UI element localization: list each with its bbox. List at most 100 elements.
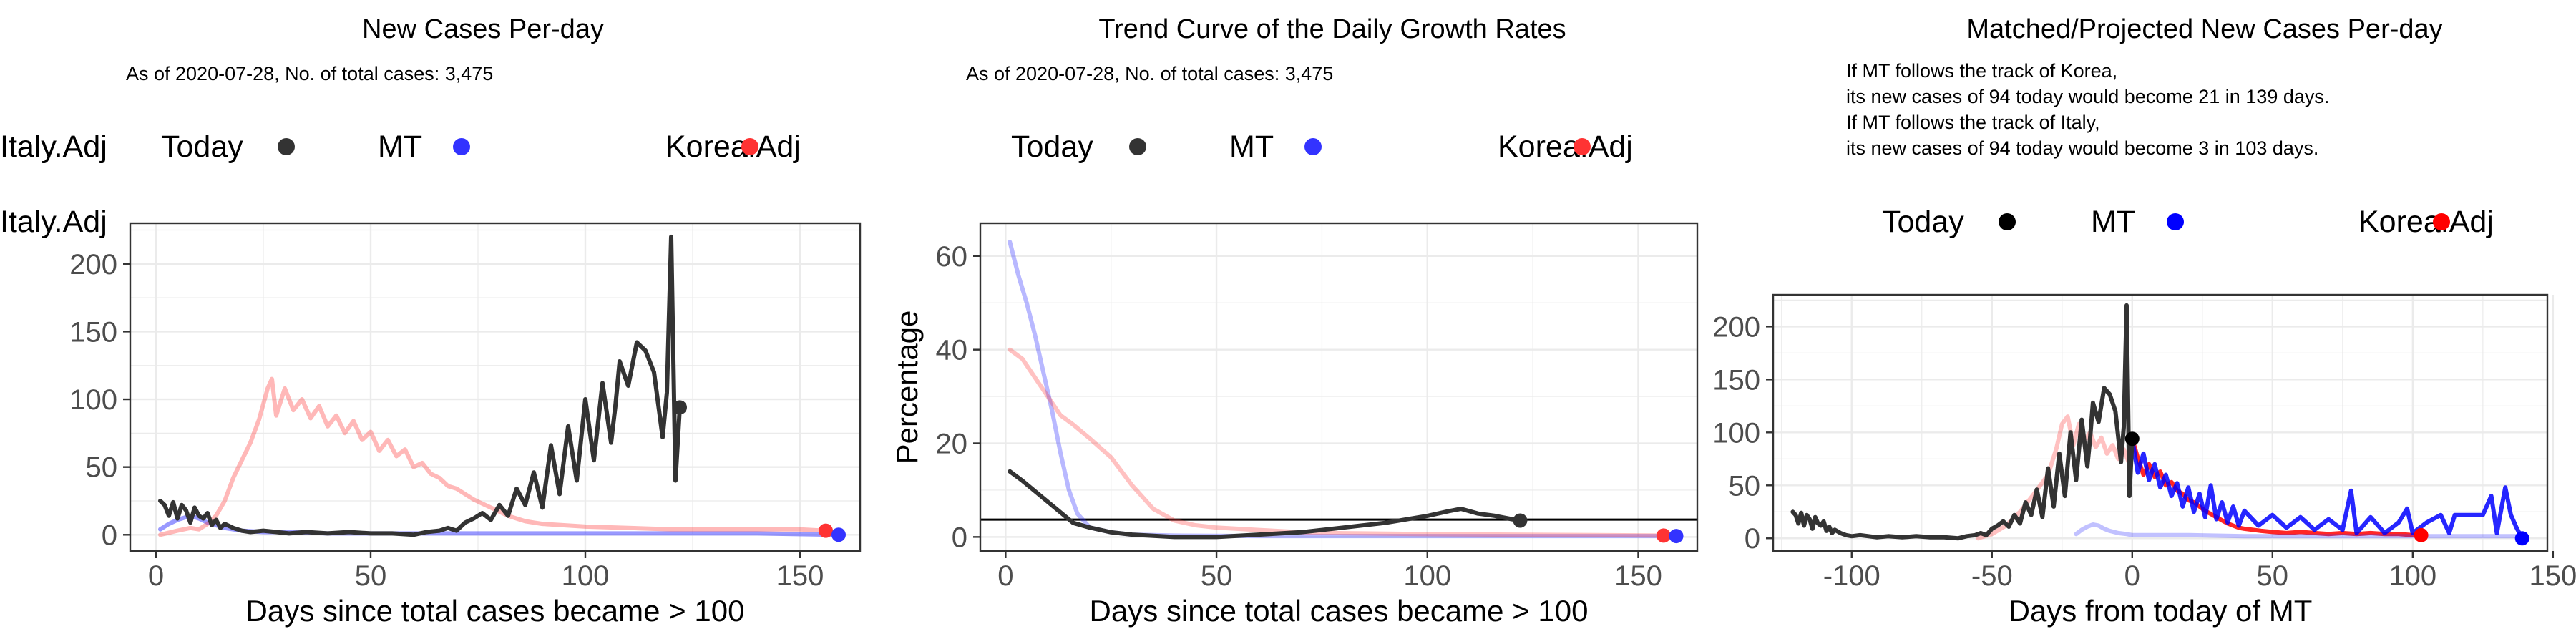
chart-title: Matched/Projected New Cases Per-day <box>1966 14 2442 44</box>
x-tick-label: 100 <box>562 560 610 592</box>
chart-annotation-1: If MT follows the track of Korea, <box>1846 60 2117 82</box>
x-tick-label: 0 <box>148 560 164 592</box>
today-point-Korea.Adj <box>1669 529 1684 544</box>
legend-label-Italy.Adj: Italy.Adj <box>0 130 107 164</box>
series-line-korea-adj-projected- <box>2129 436 2524 541</box>
chart-panel-1: New Cases Per-day As of 2020-07-28, No. o… <box>0 14 862 628</box>
today-point-Italy.Adj <box>819 523 833 538</box>
plot-border <box>1772 293 2549 552</box>
series-line-italy-adj <box>1008 347 1666 538</box>
legend-label-Korea.Adj: Korea.Adj <box>2358 205 2494 239</box>
y-tick-label: 20 <box>936 429 968 460</box>
series-line-italy-adj <box>158 376 828 537</box>
legend-key-MT <box>1999 213 2016 230</box>
legend-key-Italy.Adj <box>2433 213 2450 230</box>
x-tick-label: 150 <box>776 560 824 592</box>
legend-key-Italy.Adj <box>741 138 758 155</box>
legend-key-MT <box>278 138 295 155</box>
chart-annotation-4: its new cases of 94 today would become 3… <box>1846 137 2318 159</box>
today-point-Korea.Adj <box>831 527 846 542</box>
legend: Today MT Korea.Adj Italy.Adj <box>0 130 1633 164</box>
y-tick-label: 100 <box>1712 417 1760 449</box>
y-tick-label: 50 <box>86 452 118 484</box>
x-tick-label: 100 <box>1403 560 1451 592</box>
x-axis: -100 -50 0 50 100 150 <box>1823 551 2576 592</box>
x-tick-label: 0 <box>2124 560 2140 592</box>
y-tick-label: 40 <box>936 335 968 366</box>
x-tick-label: 0 <box>997 560 1013 592</box>
plot-area <box>980 223 1697 551</box>
y-tick-label: 100 <box>69 384 117 416</box>
legend-title: Today <box>1011 130 1093 164</box>
chart-annotation-2: its new cases of 94 today would become 2… <box>1846 86 2329 107</box>
today-point-Italy.Adj <box>2414 527 2429 542</box>
legend-label-MT: MT <box>1229 130 1274 164</box>
legend-label-Korea.Adj: Korea.Adj <box>665 130 801 164</box>
x-axis-title: Days from today of MT <box>2009 594 2313 628</box>
x-tick-label: -100 <box>1823 560 1880 592</box>
y-tick-label: 150 <box>69 316 117 348</box>
today-point-Korea.Adj <box>2514 531 2529 546</box>
legend-label-Italy.Adj: Italy.Adj <box>0 205 107 239</box>
legend-key-Italy.Adj <box>1574 138 1591 155</box>
y-tick-label: 200 <box>69 249 117 280</box>
legend-title: Today <box>161 130 243 164</box>
y-tick-label: 0 <box>1745 523 1760 555</box>
plot-border <box>979 222 1699 552</box>
series-layer <box>1790 303 2524 541</box>
today-point-Italy.Adj <box>1656 528 1671 543</box>
x-axis: 0 50 100 150 <box>997 551 1662 592</box>
today-point-MT <box>2124 431 2140 447</box>
y-tick-label: 50 <box>1729 470 1761 502</box>
x-tick-label: 150 <box>2529 560 2576 592</box>
today-point-MT <box>673 400 687 415</box>
x-tick-label: -50 <box>1971 560 2013 592</box>
chart-title: Trend Curve of the Daily Growth Rates <box>1098 14 1566 44</box>
legend-key-Korea.Adj <box>1304 138 1322 155</box>
grid <box>130 223 860 551</box>
legend-key-MT <box>1129 138 1146 155</box>
x-tick-label: 50 <box>1201 560 1233 592</box>
y-axis: 0 50 100 150 200 <box>1712 311 1773 555</box>
x-tick-label: 50 <box>355 560 387 592</box>
x-tick-label: 150 <box>1614 560 1662 592</box>
chart-subtitle: As of 2020-07-28, No. of total cases: 3,… <box>126 63 493 84</box>
x-tick-label: 50 <box>2257 560 2289 592</box>
legend-label-Italy.Adj: Italy.Adj <box>0 130 107 164</box>
chart-subtitle: As of 2020-07-28, No. of total cases: 3,… <box>966 63 1333 84</box>
legend: Today MT Korea.Adj Italy.Adj <box>0 130 801 164</box>
y-tick-label: 150 <box>1712 364 1760 396</box>
chart-annotation-3: If MT follows the track of Italy, <box>1846 112 2100 133</box>
series-line-mt <box>158 234 682 537</box>
plot-area <box>130 223 860 551</box>
legend-label-MT: MT <box>2091 205 2135 239</box>
chart-title: New Cases Per-day <box>362 14 604 44</box>
chart-panel-2: Trend Curve of the Daily Growth Rates As … <box>0 14 1699 628</box>
x-axis-title: Days since total cases became > 100 <box>246 594 745 628</box>
y-axis: 0 50 100 150 200 <box>69 249 130 551</box>
legend-label-Korea.Adj: Korea.Adj <box>1498 130 1633 164</box>
x-axis: 0 50 100 150 <box>148 551 824 592</box>
y-tick-label: 60 <box>936 241 968 273</box>
chart-panel-3: Matched/Projected New Cases Per-day If MT… <box>0 14 2576 628</box>
plot-area <box>1773 295 2547 551</box>
y-axis: 0 20 40 60 <box>936 241 980 553</box>
y-axis-title: Percentage <box>890 311 924 464</box>
series-layer <box>980 240 1697 540</box>
legend-key-Korea.Adj <box>2167 213 2184 230</box>
y-tick-label: 0 <box>102 519 117 551</box>
legend: Today MT Korea.Adj Italy.Adj <box>0 205 2494 239</box>
x-tick-label: 100 <box>2389 560 2436 592</box>
legend-label-MT: MT <box>378 130 422 164</box>
y-tick-label: 200 <box>1712 311 1760 343</box>
series-line-mt <box>1008 469 1523 540</box>
series-line-mt <box>1790 303 2135 541</box>
series-line-korea-adj-matched- <box>2074 522 2524 539</box>
x-axis-title: Days since total cases became > 100 <box>1090 594 1589 628</box>
grid <box>980 223 1697 551</box>
y-tick-label: 0 <box>952 522 967 553</box>
plot-border <box>129 222 862 552</box>
legend-title: Today <box>1882 205 1964 239</box>
today-point-MT <box>1513 513 1528 528</box>
